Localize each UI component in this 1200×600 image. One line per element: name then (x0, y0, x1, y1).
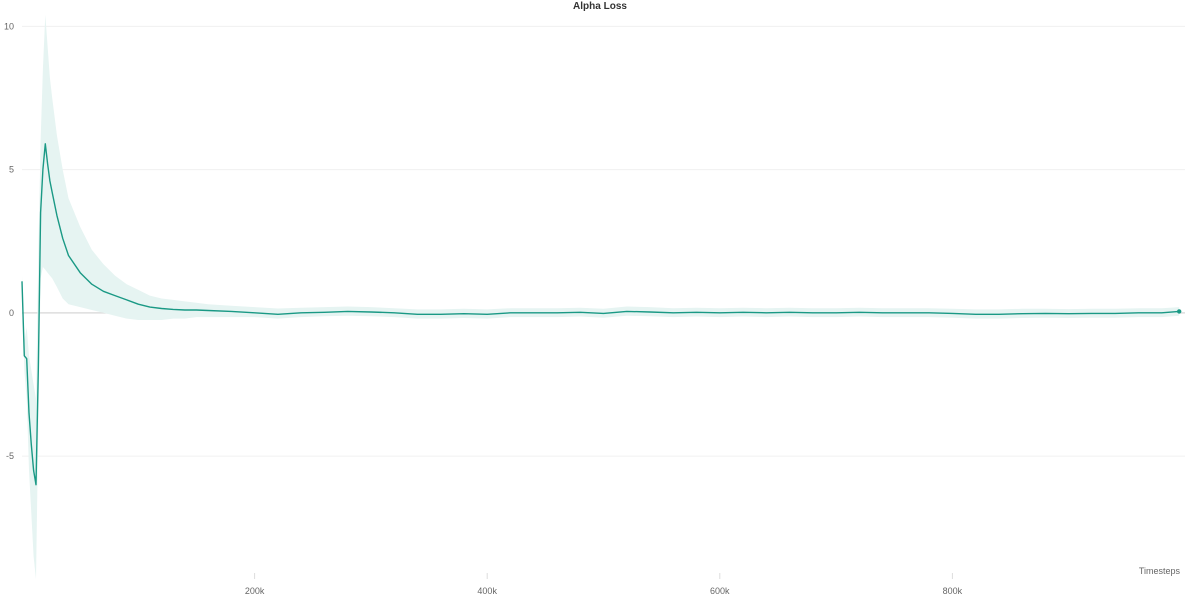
x-tick-label: 600k (710, 586, 730, 596)
x-tick-label: 200k (245, 586, 265, 596)
line-layer (21, 143, 1182, 486)
x-tick-label: 800k (943, 586, 963, 596)
x-tick-label: 400k (477, 586, 497, 596)
tick-layer: 10 5 0 -5 200k 400k 600k 800k (4, 21, 963, 596)
band-layer (22, 14, 1180, 580)
series-line (21, 143, 1180, 486)
y-tick-label: 10 (4, 21, 14, 31)
series-band (22, 14, 1180, 580)
chart-title: Alpha Loss (573, 1, 627, 12)
grid-layer (22, 25, 1185, 457)
series-end-point (1176, 309, 1182, 314)
y-tick-label: 0 (9, 308, 14, 318)
y-tick-label: -5 (6, 451, 14, 461)
x-axis-label: Timesteps (1139, 566, 1181, 576)
y-tick-label: 5 (9, 165, 14, 175)
